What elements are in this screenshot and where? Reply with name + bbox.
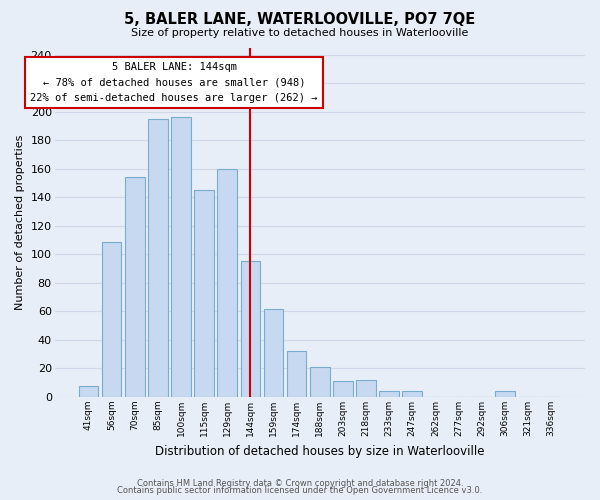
Text: Size of property relative to detached houses in Waterlooville: Size of property relative to detached ho…	[131, 28, 469, 38]
Bar	[495, 392, 515, 397]
Bar	[171, 118, 191, 397]
Text: Contains public sector information licensed under the Open Government Licence v3: Contains public sector information licen…	[118, 486, 482, 495]
Y-axis label: Number of detached properties: Number of detached properties	[15, 134, 25, 310]
Bar	[310, 367, 329, 397]
Text: Contains HM Land Registry data © Crown copyright and database right 2024.: Contains HM Land Registry data © Crown c…	[137, 478, 463, 488]
Bar	[379, 392, 399, 397]
Bar	[403, 392, 422, 397]
Bar	[217, 169, 237, 397]
Bar	[125, 178, 145, 397]
Bar	[79, 386, 98, 397]
Bar	[102, 242, 121, 397]
Bar	[264, 308, 283, 397]
Bar	[241, 262, 260, 397]
Text: 5, BALER LANE, WATERLOOVILLE, PO7 7QE: 5, BALER LANE, WATERLOOVILLE, PO7 7QE	[124, 12, 476, 28]
Bar	[287, 352, 307, 397]
Bar	[333, 382, 353, 397]
Bar	[148, 119, 168, 397]
Bar	[194, 190, 214, 397]
Bar	[356, 380, 376, 397]
Text: 5 BALER LANE: 144sqm
← 78% of detached houses are smaller (948)
22% of semi-deta: 5 BALER LANE: 144sqm ← 78% of detached h…	[31, 62, 318, 103]
X-axis label: Distribution of detached houses by size in Waterlooville: Distribution of detached houses by size …	[155, 444, 485, 458]
